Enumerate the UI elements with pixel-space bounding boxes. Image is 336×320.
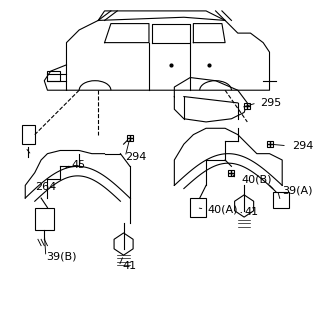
Bar (22, 125, 35, 144)
Bar (35, 208, 54, 230)
Text: 39(B): 39(B) (46, 252, 76, 262)
Text: 294: 294 (292, 141, 313, 151)
Text: 40(A): 40(A) (208, 204, 238, 214)
Bar (190, 198, 206, 217)
Bar (47, 71, 60, 81)
Text: 294: 294 (125, 152, 146, 162)
Text: 295: 295 (260, 98, 281, 108)
Text: 39(A): 39(A) (282, 185, 313, 195)
Text: 41: 41 (122, 261, 136, 271)
Text: 264: 264 (35, 182, 56, 192)
Text: 40(B): 40(B) (241, 174, 271, 184)
Text: 41: 41 (244, 207, 258, 217)
Text: 45: 45 (71, 160, 85, 170)
Bar (273, 192, 289, 208)
